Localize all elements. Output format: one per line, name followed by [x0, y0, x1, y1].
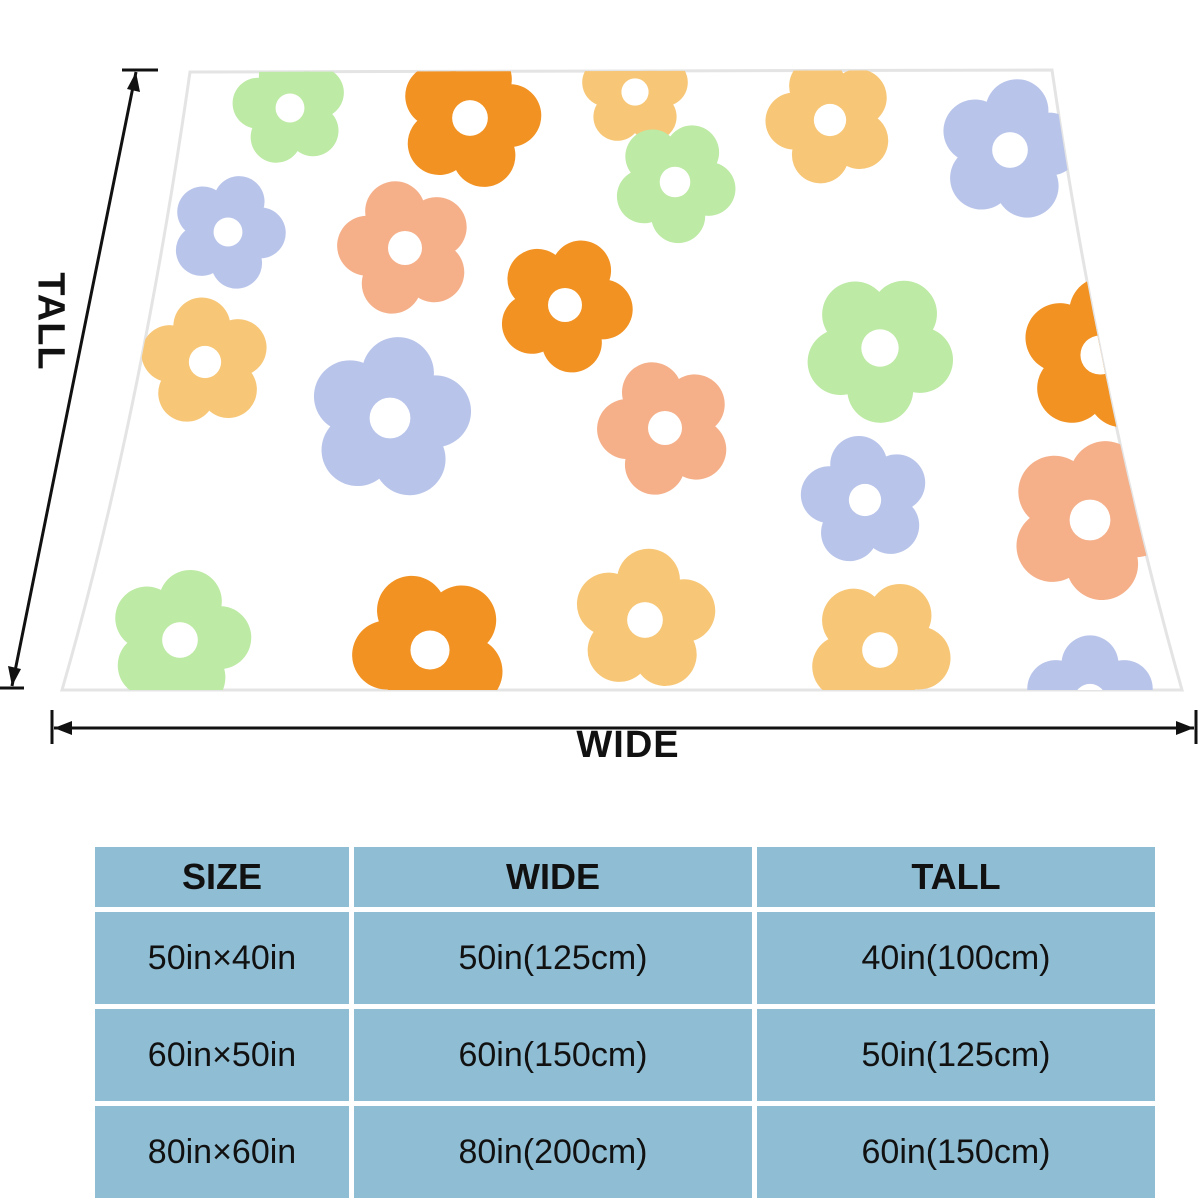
flower-center [813, 103, 847, 137]
width-label: WIDE [576, 724, 680, 766]
flower-pattern [96, 70, 1182, 690]
flower-center [162, 622, 198, 658]
table-row: 80in×60in 80in(200cm) 60in(150cm) [95, 1106, 1155, 1198]
wide-cell: 50in(125cm) [353, 912, 752, 1004]
flower-center [213, 217, 243, 247]
height-arrow [0, 68, 158, 690]
flower-center [275, 93, 305, 123]
flower-center [861, 329, 899, 367]
size-cell: 60in×50in [95, 1009, 349, 1101]
header-wide: WIDE [353, 847, 752, 907]
flower-center [410, 630, 450, 670]
size-cell: 80in×60in [95, 1106, 349, 1198]
flower-center [388, 231, 422, 265]
blanket-illustration [0, 68, 1198, 744]
flower-center [848, 483, 882, 517]
flower-center [627, 602, 663, 638]
flower-center [648, 411, 682, 445]
header-tall: TALL [756, 847, 1155, 907]
flower-center [659, 166, 691, 198]
flower-center [188, 345, 222, 379]
width-arrow [50, 710, 1198, 744]
flower-center [1073, 683, 1107, 690]
flower-center [621, 78, 649, 106]
tall-cell: 60in(150cm) [756, 1106, 1155, 1198]
table-row: 50in×40in 50in(125cm) 40in(100cm) [95, 912, 1155, 1004]
flower-center [862, 632, 898, 668]
size-table: SIZE WIDE TALL 50in×40in 50in(125cm) 40i… [90, 842, 1160, 1203]
wide-cell: 80in(200cm) [353, 1106, 752, 1198]
flower-center [369, 397, 411, 439]
height-label: TALL [29, 272, 72, 371]
tall-cell: 40in(100cm) [756, 912, 1155, 1004]
size-cell: 50in×40in [95, 912, 349, 1004]
wide-cell: 60in(150cm) [353, 1009, 752, 1101]
flower-center [992, 132, 1028, 168]
flower-center [1069, 499, 1111, 541]
flower-center [452, 100, 488, 136]
table-header-row: SIZE WIDE TALL [95, 847, 1155, 907]
table-row: 60in×50in 60in(150cm) 50in(125cm) [95, 1009, 1155, 1101]
header-size: SIZE [95, 847, 349, 907]
tall-cell: 50in(125cm) [756, 1009, 1155, 1101]
flower-center [548, 288, 582, 322]
